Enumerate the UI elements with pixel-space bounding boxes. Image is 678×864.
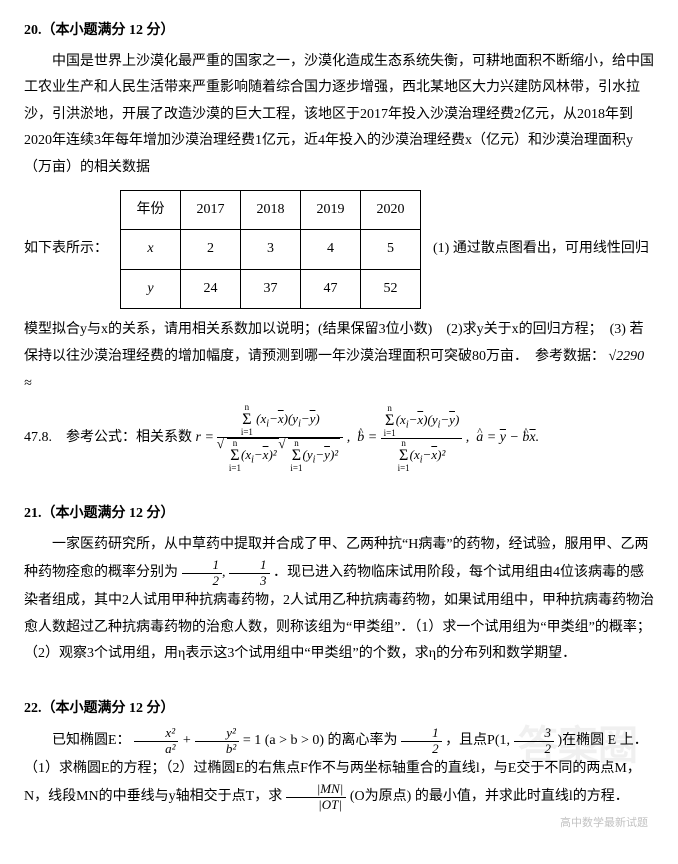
- x-2018: 3: [241, 230, 301, 270]
- problem-21-title: 21.（本小题满分 12 分）: [24, 501, 654, 528]
- ratio-frac: |MN| |OT|: [286, 782, 347, 812]
- th-2019: 2019: [301, 190, 361, 230]
- problem-22-body: 已知椭圆E： x²a² + y²b² = 1 (a > b > 0) 的离心率为…: [24, 726, 654, 812]
- x-2020: 5: [361, 230, 421, 270]
- problem-22-title: 22.（本小题满分 12 分）: [24, 696, 654, 723]
- table-right-note: (1) 通过散点图看出，可用线性回归: [433, 236, 654, 263]
- x-2017: 2: [181, 230, 241, 270]
- problem-20-formula-line: 47.8. 参考公式：相关系数 r = nΣi=1 (xi−x)(yi−y) n…: [24, 403, 654, 473]
- p-frac: 3 2: [514, 726, 555, 756]
- th-2018: 2018: [241, 190, 301, 230]
- problem-20-table-row: 如下表所示： 年份 2017 2018 2019 2020 x 2 3 4 5 …: [24, 190, 654, 310]
- problem-20-title: 20.（本小题满分 12 分）: [24, 18, 654, 45]
- p22-c: ，且点P(1,: [445, 733, 510, 748]
- x-2019: 4: [301, 230, 361, 270]
- problem-22: 22.（本小题满分 12 分） 已知椭圆E： x²a² + y²b² = 1 (…: [24, 696, 654, 812]
- problem-20-para2: 模型拟合y与x的关系，请用相关系数加以说明；(结果保留3位小数) (2)求y关于…: [24, 317, 654, 397]
- ellipse-eq: x²a² + y²b²: [134, 733, 243, 748]
- p22-b: = 1 (a > b > 0) 的离心率为: [243, 733, 398, 748]
- data-table: 年份 2017 2018 2019 2020 x 2 3 4 5 y 24 37…: [120, 190, 421, 310]
- table-header-row: 年份 2017 2018 2019 2020: [121, 190, 421, 230]
- th-year: 年份: [121, 190, 181, 230]
- problem-21-body: 一家医药研究所，从中草药中提取并合成了甲、乙两种抗“H病毒”的药物，经试验，服用…: [24, 532, 654, 668]
- th-2020: 2020: [361, 190, 421, 230]
- y-2020: 52: [361, 269, 421, 309]
- table-row-y: y 24 37 47 52: [121, 269, 421, 309]
- p22-e: (O为原点) 的最小值，并求此时直线l的方程．: [350, 789, 629, 804]
- y-2019: 47: [301, 269, 361, 309]
- watermark-small: 高中数学最新试题: [560, 813, 648, 834]
- p22-a: 已知椭圆E：: [52, 733, 131, 748]
- table-left-label: 如下表所示：: [24, 236, 108, 263]
- frac-1-3: 1 3: [229, 558, 270, 588]
- frac-1-2: 1 2: [182, 558, 223, 588]
- para2-a: 模型拟合y与x的关系，请用相关系数加以说明；(结果保留3位小数) (2)求y关于…: [24, 322, 643, 364]
- r-formula: r = nΣi=1 (xi−x)(yi−y) nΣi=1(xi−x)² nΣi=…: [196, 430, 540, 445]
- para2-b: 47.8. 参考公式：相关系数: [24, 430, 192, 445]
- problem-20-para1: 中国是世界上沙漠化最严重的国家之一，沙漠化造成生态系统失衡，可耕地面积不断缩小，…: [24, 49, 654, 182]
- problem-20: 20.（本小题满分 12 分） 中国是世界上沙漠化最严重的国家之一，沙漠化造成生…: [24, 18, 654, 473]
- table-row-x: x 2 3 4 5: [121, 230, 421, 270]
- x-label: x: [121, 230, 181, 270]
- y-label: y: [121, 269, 181, 309]
- y-2018: 37: [241, 269, 301, 309]
- y-2017: 24: [181, 269, 241, 309]
- ecc-frac: 1 2: [401, 726, 442, 756]
- th-2017: 2017: [181, 190, 241, 230]
- problem-21: 21.（本小题满分 12 分） 一家医药研究所，从中草药中提取并合成了甲、乙两种…: [24, 501, 654, 668]
